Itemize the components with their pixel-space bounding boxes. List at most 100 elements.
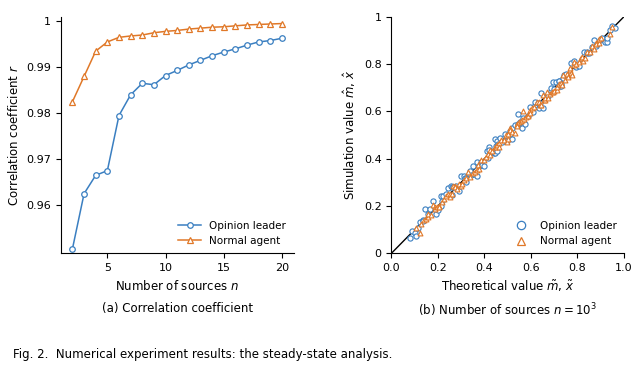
Opinion leader (468, 162, 478, 168)
Normal agent (500, 132, 511, 138)
Opinion leader (437, 198, 447, 204)
Normal agent (127, 34, 134, 38)
Normal agent (591, 41, 602, 47)
Opinion leader (420, 206, 430, 212)
Opinion leader (556, 83, 566, 89)
Normal agent (514, 119, 524, 125)
Opinion leader (492, 138, 502, 144)
Normal agent (565, 65, 575, 71)
Normal agent (569, 63, 579, 68)
Opinion leader (587, 44, 597, 50)
Opinion leader (482, 148, 492, 154)
X-axis label: Theoretical value $\tilde{m}$, $\tilde{x}$: Theoretical value $\tilde{m}$, $\tilde{x… (441, 279, 574, 294)
Normal agent (173, 28, 181, 33)
Opinion leader (554, 78, 564, 84)
Normal agent (594, 36, 604, 42)
Opinion leader (502, 138, 513, 144)
Normal agent (516, 118, 527, 124)
Opinion leader (436, 204, 446, 209)
Opinion leader (465, 168, 476, 174)
Opinion leader (461, 179, 472, 185)
Normal agent (243, 23, 251, 27)
Opinion leader (538, 105, 548, 111)
Normal agent (523, 112, 533, 118)
Normal agent (496, 137, 506, 143)
Opinion leader (493, 141, 503, 147)
Normal agent (278, 21, 285, 26)
Opinion leader (476, 159, 486, 165)
Normal agent (459, 178, 469, 184)
Opinion leader (436, 193, 446, 199)
Opinion leader (536, 90, 546, 96)
Normal agent (532, 99, 542, 105)
Opinion leader (266, 38, 274, 43)
Normal agent (423, 211, 433, 217)
Opinion leader (208, 54, 216, 58)
Normal agent (516, 118, 526, 124)
Opinion leader (220, 50, 228, 54)
Normal agent (492, 142, 502, 148)
Opinion leader (589, 37, 600, 43)
Opinion leader (431, 211, 441, 217)
Normal agent (593, 40, 604, 46)
Opinion leader (582, 49, 592, 55)
Normal agent (461, 175, 471, 181)
Opinion leader (80, 191, 88, 196)
Opinion leader (410, 230, 420, 236)
Opinion leader (577, 56, 587, 62)
Opinion leader (531, 100, 541, 105)
Normal agent (587, 43, 597, 48)
Normal agent (536, 102, 546, 108)
Normal agent (430, 206, 440, 212)
Opinion leader (579, 49, 589, 55)
Normal agent (503, 131, 513, 137)
Opinion leader (461, 175, 472, 181)
Opinion leader (528, 110, 538, 115)
Normal agent (577, 54, 587, 60)
Normal agent (435, 204, 445, 210)
Normal agent (445, 194, 456, 200)
Normal agent (150, 30, 157, 35)
Opinion leader (520, 121, 531, 127)
Opinion leader (505, 131, 515, 137)
Normal agent (422, 214, 433, 220)
Opinion leader (449, 184, 459, 190)
Opinion leader (551, 80, 561, 85)
Opinion leader (497, 139, 508, 145)
Normal agent (509, 130, 520, 136)
Normal agent (538, 92, 548, 98)
Opinion leader (173, 68, 181, 73)
Opinion leader (438, 193, 449, 199)
Opinion leader (595, 37, 605, 43)
Normal agent (545, 91, 555, 97)
Normal agent (540, 95, 550, 101)
Opinion leader (543, 93, 554, 99)
Opinion leader (557, 75, 568, 81)
Normal agent (540, 97, 550, 103)
Normal agent (450, 183, 460, 189)
Normal agent (492, 142, 502, 148)
Text: (b) Number of sources $n = 10^3$: (b) Number of sources $n = 10^3$ (418, 302, 597, 319)
Normal agent (220, 24, 228, 29)
Normal agent (493, 140, 504, 146)
Opinion leader (472, 159, 483, 165)
Normal agent (470, 169, 480, 175)
Normal agent (185, 27, 193, 31)
Normal agent (589, 46, 599, 52)
Opinion leader (602, 39, 612, 45)
Opinion leader (278, 36, 285, 40)
Opinion leader (479, 163, 490, 169)
Legend: Opinion leader, Normal agent: Opinion leader, Normal agent (509, 219, 619, 248)
Opinion leader (490, 149, 500, 155)
Opinion leader (530, 102, 540, 108)
Normal agent (472, 167, 482, 173)
Normal agent (445, 191, 456, 197)
Normal agent (582, 49, 593, 55)
Opinion leader (554, 82, 564, 88)
Normal agent (436, 199, 447, 205)
Opinion leader (412, 225, 422, 231)
Normal agent (443, 191, 453, 197)
Opinion leader (243, 43, 251, 47)
Normal agent (580, 55, 590, 61)
Opinion leader (574, 63, 584, 69)
